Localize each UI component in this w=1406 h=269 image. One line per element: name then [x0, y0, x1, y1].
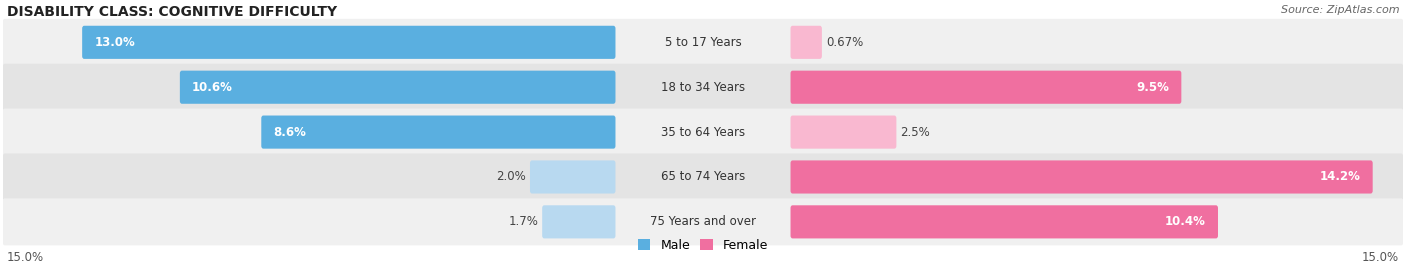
Text: 18 to 34 Years: 18 to 34 Years: [661, 81, 745, 94]
Text: 0.67%: 0.67%: [825, 36, 863, 49]
FancyBboxPatch shape: [530, 160, 616, 193]
Text: 13.0%: 13.0%: [94, 36, 135, 49]
Text: 5 to 17 Years: 5 to 17 Years: [665, 36, 741, 49]
Text: 2.0%: 2.0%: [496, 171, 526, 183]
FancyBboxPatch shape: [3, 153, 1403, 200]
FancyBboxPatch shape: [790, 160, 1372, 193]
Text: 10.4%: 10.4%: [1166, 215, 1206, 228]
Text: DISABILITY CLASS: COGNITIVE DIFFICULTY: DISABILITY CLASS: COGNITIVE DIFFICULTY: [7, 5, 337, 19]
FancyBboxPatch shape: [3, 64, 1403, 111]
FancyBboxPatch shape: [790, 26, 823, 59]
FancyBboxPatch shape: [543, 205, 616, 238]
FancyBboxPatch shape: [180, 71, 616, 104]
FancyBboxPatch shape: [262, 115, 616, 149]
Text: 2.5%: 2.5%: [900, 126, 931, 139]
Text: 9.5%: 9.5%: [1136, 81, 1170, 94]
Text: 14.2%: 14.2%: [1320, 171, 1361, 183]
Text: 15.0%: 15.0%: [1362, 251, 1399, 264]
Text: 10.6%: 10.6%: [193, 81, 233, 94]
FancyBboxPatch shape: [790, 71, 1181, 104]
Text: 1.7%: 1.7%: [508, 215, 538, 228]
Text: 75 Years and over: 75 Years and over: [650, 215, 756, 228]
Text: 35 to 64 Years: 35 to 64 Years: [661, 126, 745, 139]
FancyBboxPatch shape: [790, 115, 897, 149]
FancyBboxPatch shape: [3, 109, 1403, 155]
FancyBboxPatch shape: [82, 26, 616, 59]
FancyBboxPatch shape: [3, 198, 1403, 245]
Text: 65 to 74 Years: 65 to 74 Years: [661, 171, 745, 183]
FancyBboxPatch shape: [790, 205, 1218, 238]
Legend: Male, Female: Male, Female: [633, 234, 773, 257]
Text: 8.6%: 8.6%: [274, 126, 307, 139]
Text: 15.0%: 15.0%: [7, 251, 44, 264]
Text: Source: ZipAtlas.com: Source: ZipAtlas.com: [1281, 5, 1399, 15]
FancyBboxPatch shape: [3, 19, 1403, 66]
